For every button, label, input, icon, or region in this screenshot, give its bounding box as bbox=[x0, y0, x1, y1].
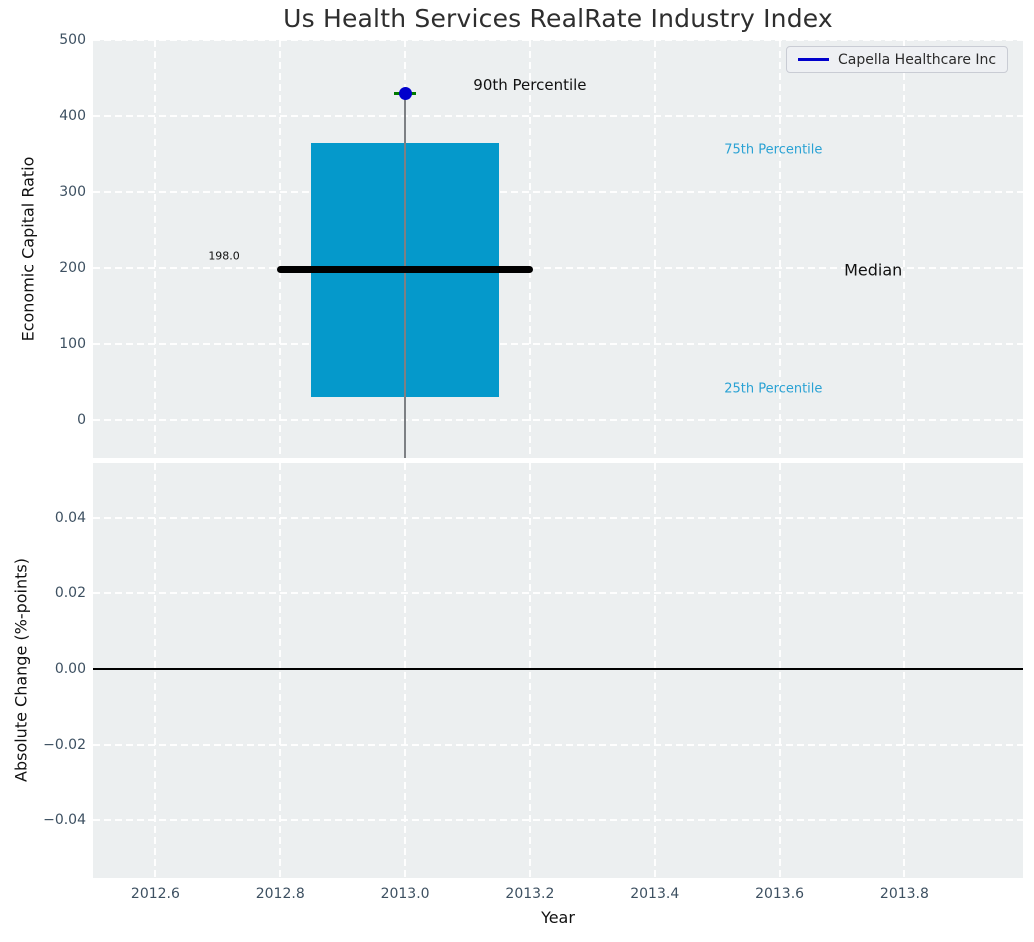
y-gridline bbox=[93, 191, 1023, 193]
y-tick-label: −0.04 bbox=[43, 812, 86, 829]
zero-line bbox=[93, 667, 1023, 670]
x-tick-label: 2013.0 bbox=[380, 886, 430, 902]
x-gridline bbox=[653, 40, 656, 458]
median-line bbox=[276, 266, 534, 274]
y-gridline bbox=[93, 592, 1023, 595]
x-tick-label: 2013.8 bbox=[879, 886, 929, 902]
y-gridline bbox=[93, 743, 1023, 746]
legend: Capella Healthcare Inc bbox=[786, 46, 1009, 73]
x-gridline bbox=[154, 40, 157, 458]
x-tick-label: 2012.6 bbox=[130, 886, 180, 902]
y-gridline bbox=[93, 39, 1023, 41]
x-tick-label: 2013.4 bbox=[630, 886, 680, 902]
y-tick-label: 0.04 bbox=[54, 509, 86, 526]
y-gridline bbox=[93, 343, 1023, 345]
x-gridline bbox=[528, 40, 531, 458]
top-plot-area: 90th Percentile 75th Percentile Median 25th… bbox=[93, 39, 1023, 458]
y-tick-label: 100 bbox=[59, 336, 86, 352]
y-tick-label: 400 bbox=[59, 108, 86, 124]
annotation-25th-percentile: 25th Percentile bbox=[724, 381, 823, 397]
y-gridline bbox=[93, 419, 1023, 421]
annotation-198-0: 198.0 bbox=[208, 249, 240, 263]
y-gridline bbox=[93, 115, 1023, 117]
x-gridline bbox=[903, 463, 906, 878]
x-gridline bbox=[778, 40, 781, 458]
x-gridline bbox=[279, 463, 282, 878]
x-gridline bbox=[404, 463, 407, 878]
bottom-y-axis-label: Absolute Change (%-points) bbox=[11, 558, 31, 782]
x-gridline bbox=[528, 463, 531, 878]
x-gridline bbox=[903, 40, 906, 458]
x-tick-label: 2013.2 bbox=[505, 886, 555, 902]
whisker-line bbox=[404, 93, 407, 458]
x-tick-label: 2012.8 bbox=[255, 886, 305, 902]
x-axis-label: Year bbox=[541, 908, 575, 927]
annotation-75th-percentile: 75th Percentile bbox=[724, 142, 823, 158]
x-gridline bbox=[279, 40, 282, 458]
y-tick-label: 300 bbox=[59, 184, 86, 200]
x-gridline bbox=[653, 463, 656, 878]
y-gridline bbox=[93, 267, 1023, 269]
legend-line-swatch bbox=[798, 58, 829, 61]
y-tick-label: 0.02 bbox=[54, 585, 86, 602]
y-gridline bbox=[93, 516, 1023, 519]
bottom-plot-area bbox=[93, 463, 1023, 878]
x-tick-label: 2013.6 bbox=[755, 886, 805, 902]
y-gridline bbox=[93, 819, 1023, 822]
x-gridline bbox=[778, 463, 781, 878]
y-tick-label: 0.00 bbox=[54, 660, 86, 677]
y-tick-label: 0 bbox=[77, 412, 86, 428]
x-gridline bbox=[154, 463, 157, 878]
y-tick-label: 500 bbox=[59, 32, 86, 48]
y-tick-label: 200 bbox=[59, 260, 86, 276]
annotation-median: Median bbox=[844, 260, 903, 280]
chart-title: Us Health Services RealRate Industry Ind… bbox=[283, 4, 833, 33]
p90-marker-dot bbox=[398, 86, 412, 100]
annotation-90th-percentile: 90th Percentile bbox=[473, 75, 587, 94]
legend-entry-label: Capella Healthcare Inc bbox=[838, 51, 997, 68]
y-tick-label: −0.02 bbox=[43, 736, 86, 753]
